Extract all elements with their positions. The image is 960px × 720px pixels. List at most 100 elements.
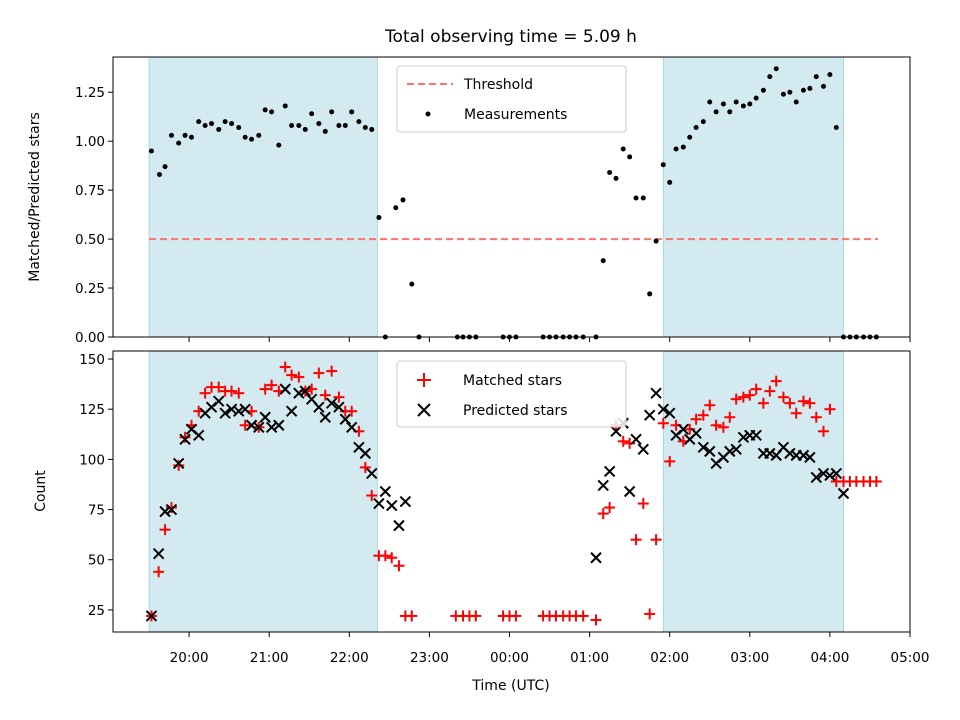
bottom-plot-frame <box>112 350 911 633</box>
matched-star-point <box>784 397 796 409</box>
matched-star-point <box>730 393 742 405</box>
predicted-star-point <box>245 419 258 431</box>
measurement-point <box>322 128 328 134</box>
measurement-point <box>813 74 819 80</box>
predicted-star-point <box>677 423 690 435</box>
matched-star-point <box>213 381 225 393</box>
matched-star-point <box>379 550 391 562</box>
x-tick-label: 02:00 <box>650 650 689 666</box>
predicted-star-point <box>179 433 191 446</box>
matched-star-point <box>590 614 602 626</box>
measurement-point <box>627 154 633 160</box>
measurement-point <box>202 123 208 129</box>
bottom-y-axis-label: Count <box>33 470 49 512</box>
predicted-star-point <box>379 485 392 498</box>
legend-predicted-label: Predicted stars <box>463 403 568 419</box>
legend-matched-swatch <box>417 373 431 387</box>
matched-star-point <box>199 387 211 399</box>
measurement-point <box>620 146 626 152</box>
measurement-point <box>733 99 739 105</box>
matched-star-point <box>279 361 291 373</box>
matched-star-point <box>510 610 522 622</box>
measurement-point <box>607 170 613 176</box>
predicted-star-point <box>830 467 843 480</box>
predicted-star-point <box>690 427 702 439</box>
measurement-point <box>262 107 268 113</box>
x-tick-label: 04:00 <box>810 650 849 666</box>
measurement-point <box>329 109 335 115</box>
measurement-point <box>362 124 368 130</box>
y-tick-label: 0.25 <box>75 281 105 297</box>
measurement-point <box>316 121 322 127</box>
x-tick-label: 05:00 <box>891 650 930 666</box>
predicted-star-point <box>345 421 358 433</box>
top-panel: Total observing time = 5.09 h 0.000.250.… <box>27 27 911 346</box>
predicted-star-point <box>597 479 609 492</box>
legend-measurements-label: Measurements <box>464 107 567 123</box>
measurement-point <box>256 132 262 138</box>
matched-star-point <box>624 437 636 449</box>
matched-star-point <box>259 383 271 395</box>
matched-stars-points <box>145 361 882 626</box>
matched-star-point <box>797 395 809 407</box>
y-tick-label: 0.00 <box>75 330 105 346</box>
measurement-point <box>647 291 653 297</box>
matched-star-point <box>286 369 298 381</box>
measurement-point <box>289 123 295 129</box>
matched-star-point <box>824 403 836 415</box>
measurement-point <box>807 85 813 91</box>
measurement-point <box>296 123 302 129</box>
measurement-point <box>236 124 242 130</box>
night-shade-1 <box>662 56 844 338</box>
matched-star-point <box>757 397 769 409</box>
measurement-point <box>740 103 746 109</box>
measurement-point <box>276 142 282 148</box>
predicted-star-point <box>697 441 710 454</box>
legend-predicted-swatch <box>417 403 431 417</box>
y-tick-label: 150 <box>79 352 105 368</box>
bottom-legend-box <box>396 360 627 428</box>
x-tick-label: 01:00 <box>570 650 609 666</box>
predicted-star-point <box>325 397 338 409</box>
predicted-star-point <box>764 447 776 460</box>
matched-star-point <box>650 534 662 546</box>
predicted-star-point <box>193 429 205 442</box>
matched-star-point <box>764 385 776 397</box>
matched-star-point <box>644 608 656 620</box>
predicted-star-point <box>804 451 816 464</box>
bottom-shaded-intervals <box>148 350 844 633</box>
measurement-point <box>780 91 786 97</box>
matched-star-point <box>704 399 716 411</box>
predicted-star-point <box>339 413 351 425</box>
measurement-point <box>156 171 162 177</box>
bottom-x-ticks: 20:00 21:00 22:00 23:00 00:00 01:00 02:00 03:00… <box>170 632 930 666</box>
predicted-star-point <box>333 401 345 413</box>
top-y-ticks: 0.00 0.25 0.50 0.75 1.00 1.25 <box>75 85 113 346</box>
x-axis-label: Time (UTC) <box>471 678 549 694</box>
predicted-star-point <box>637 443 649 456</box>
measurement-point <box>182 132 188 138</box>
predicted-stars-points <box>145 383 850 622</box>
measurement-point <box>302 126 308 132</box>
predicted-star-point <box>810 471 822 484</box>
predicted-star-point <box>737 431 750 444</box>
y-tick-label: 100 <box>79 452 105 468</box>
predicted-star-point <box>279 383 291 395</box>
measurement-point <box>653 238 659 244</box>
predicted-star-point <box>399 495 412 508</box>
predicted-star-point <box>225 403 238 415</box>
measurement-point <box>188 134 194 140</box>
matched-star-point <box>604 502 616 514</box>
predicted-star-point <box>145 610 158 622</box>
measurement-point <box>222 119 228 125</box>
measurement-point <box>282 103 288 109</box>
matched-star-point <box>690 413 702 425</box>
measurement-point <box>680 144 686 150</box>
matched-star-point <box>179 431 191 443</box>
matched-star-point <box>226 385 238 397</box>
matched-star-point <box>319 389 331 401</box>
predicted-star-point <box>590 552 602 564</box>
measurement-point <box>820 83 826 89</box>
predicted-star-point <box>259 411 271 423</box>
